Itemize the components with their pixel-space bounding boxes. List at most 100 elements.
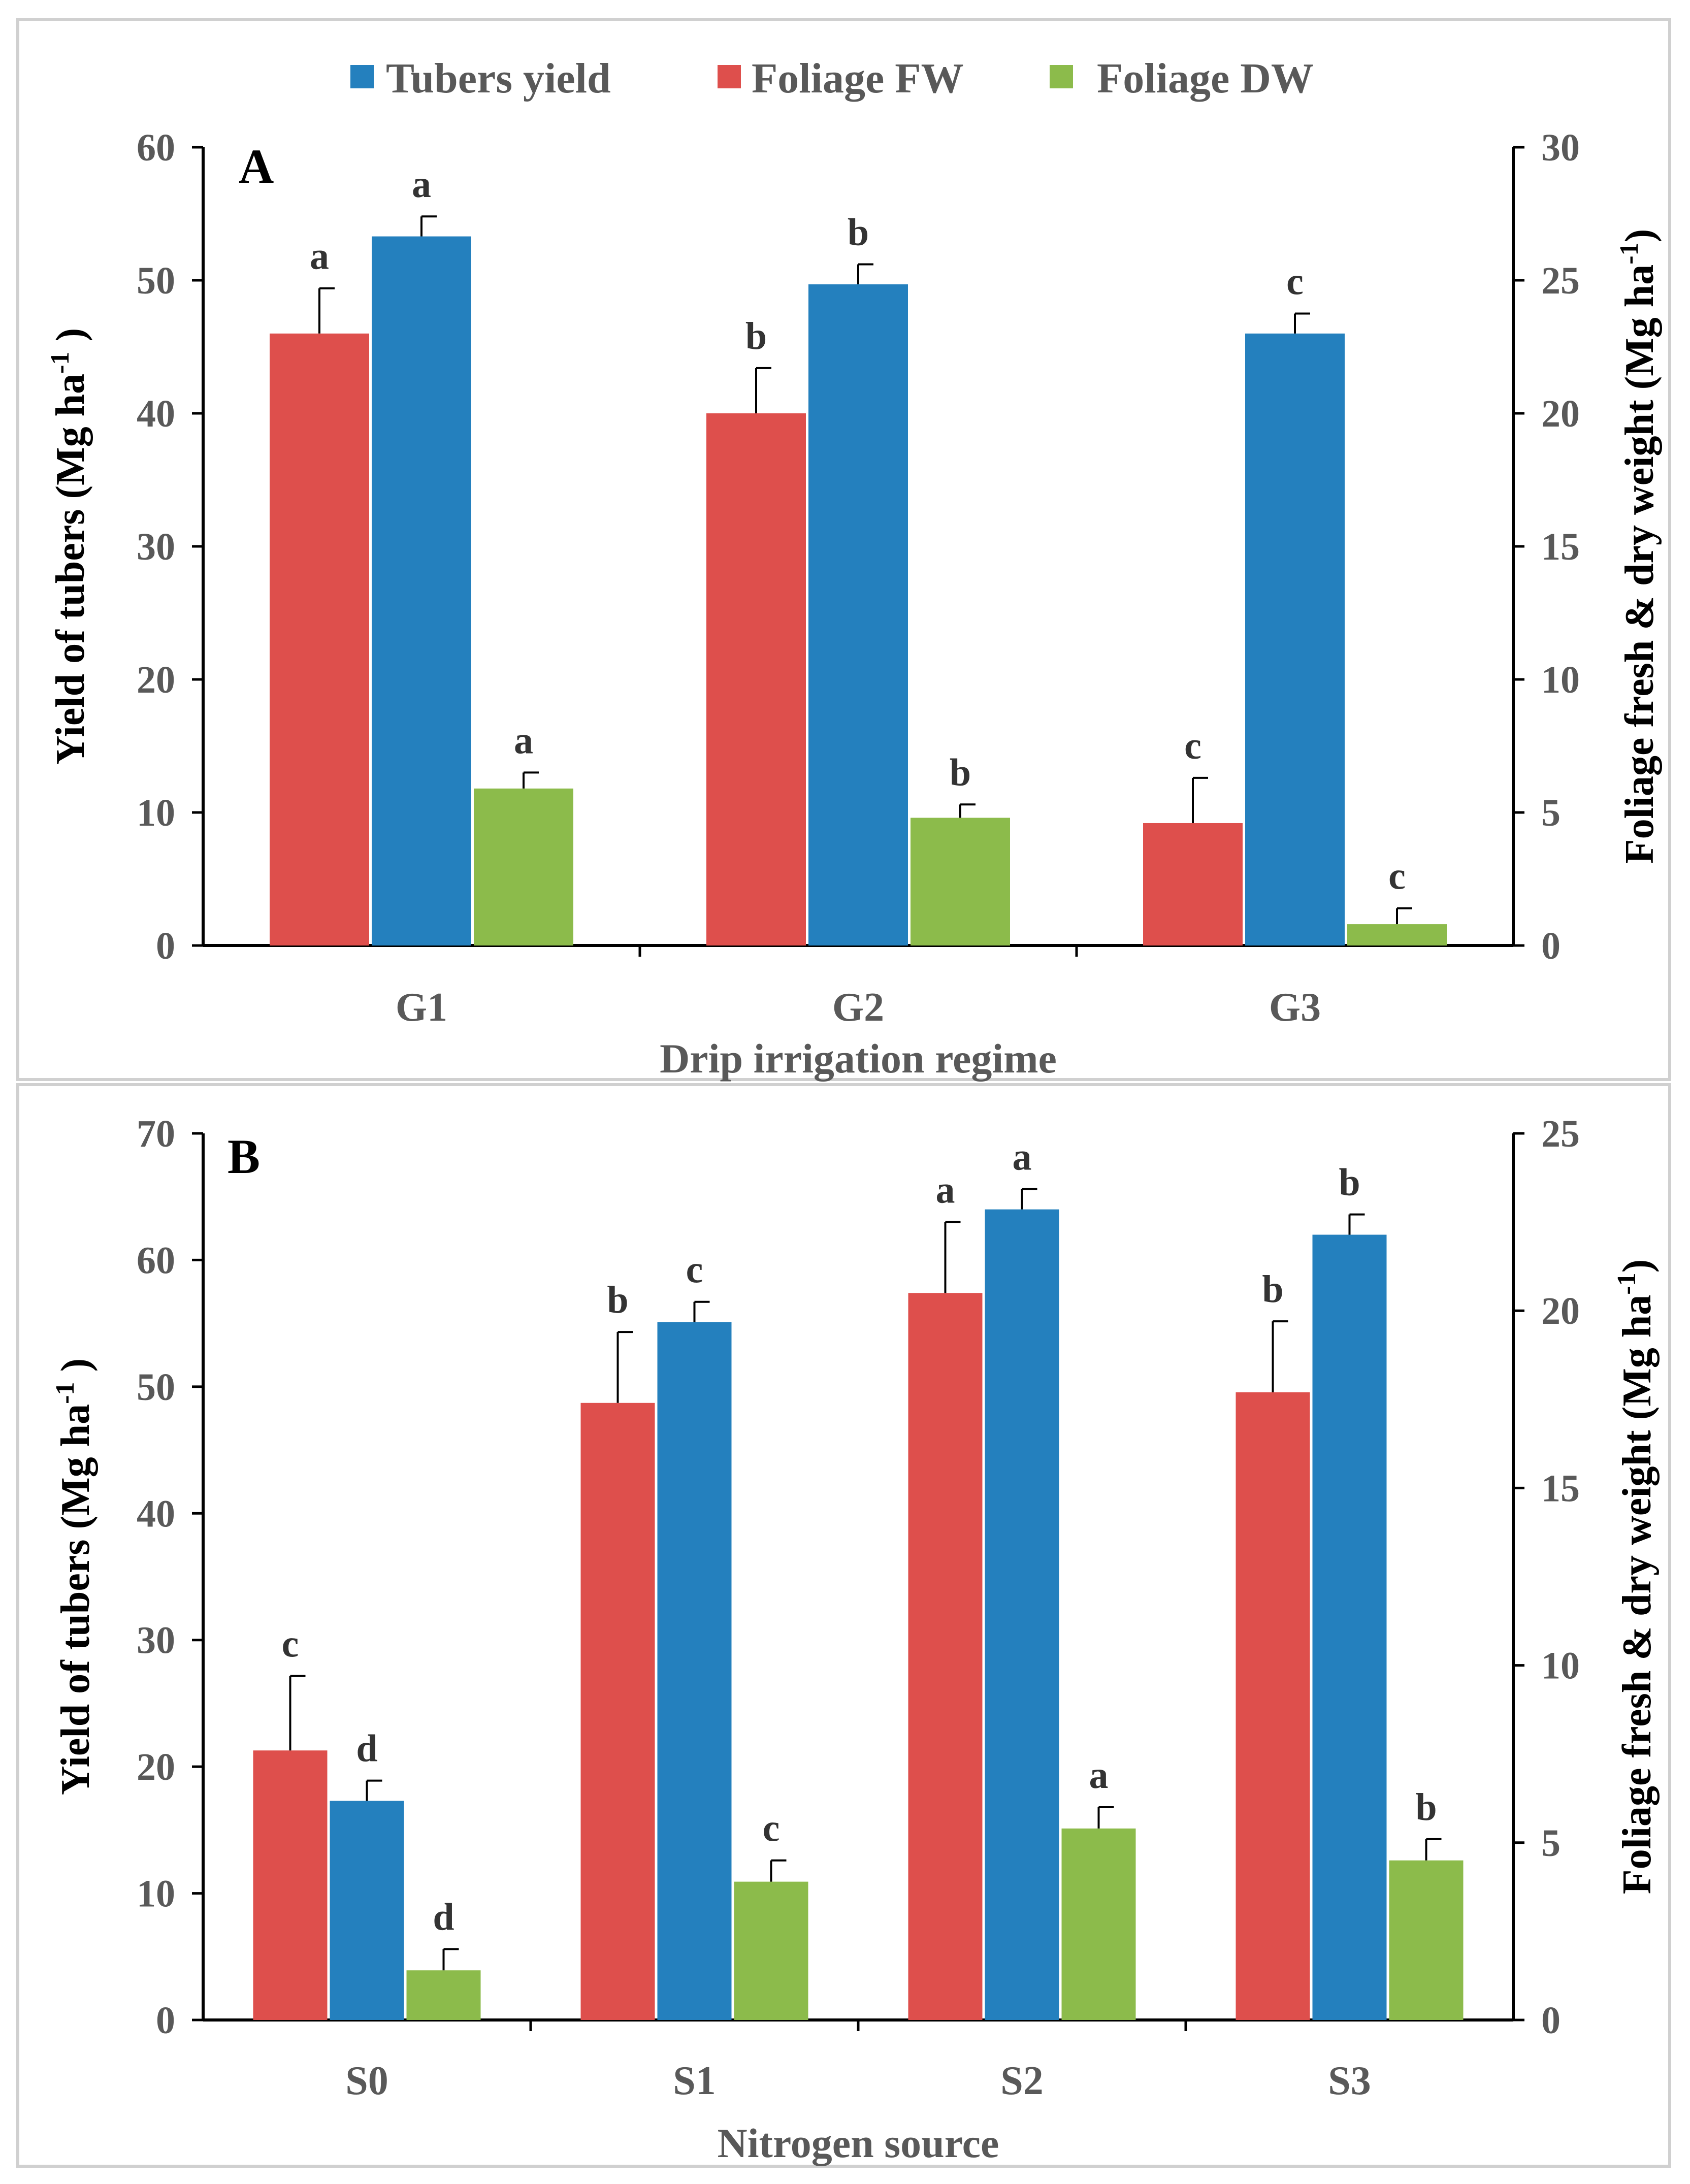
right-tick-label: 5 xyxy=(1541,1822,1561,1865)
legend-label-foliage-fw: Foliage FW xyxy=(752,55,964,102)
left-tick-label: 50 xyxy=(137,1366,175,1409)
x-axis-title: Drip irrigation regime xyxy=(660,1035,1057,1082)
y-axis-title-text: Yield of tubers (Mg ha xyxy=(53,1404,98,1795)
legend-swatch-foliage-fw xyxy=(718,65,741,88)
panel-b-frame xyxy=(16,1083,1671,2168)
bar-foliage-fw xyxy=(1236,1392,1310,2020)
bar-foliage-dw xyxy=(1389,1860,1464,2020)
panel-label: A xyxy=(239,139,274,193)
significance-letter: b xyxy=(1339,1161,1360,1204)
significance-letter: a xyxy=(514,719,533,762)
left-tick-label: 20 xyxy=(137,1746,175,1788)
left-tick-label: 40 xyxy=(137,393,175,435)
right-tick-label: 20 xyxy=(1541,1290,1580,1332)
significance-letter: c xyxy=(282,1623,299,1666)
y-axis-title: Yield of tubers (Mg ha-1 ) xyxy=(51,1358,98,1795)
left-tick-label: 70 xyxy=(137,1113,175,1155)
significance-letter: d xyxy=(433,1896,454,1938)
bar-foliage-fw xyxy=(580,1403,655,2020)
category-label: G3 xyxy=(1269,985,1321,1030)
bar-foliage-fw xyxy=(253,1750,328,2020)
bar-foliage-dw xyxy=(406,1970,481,2020)
right-tick-label: 25 xyxy=(1541,259,1580,302)
panel-a-chart: 0 10 20 30 40 50 60 0 5 10 15 20 25 30 G1 a a a G2 b b b G3 c c c… xyxy=(46,126,1662,1082)
bar-foliage-dw xyxy=(911,818,1010,946)
bar-foliage-dw xyxy=(1061,1828,1136,2020)
category-label: S1 xyxy=(673,2059,716,2103)
left-tick-label: 20 xyxy=(137,659,175,701)
right-tick-label: 0 xyxy=(1541,1999,1561,2042)
significance-letter: b xyxy=(950,751,971,794)
significance-letter: d xyxy=(356,1727,377,1770)
bar-tubers-yield xyxy=(985,1209,1059,2020)
legend: Tubers yield Foliage FW Foliage DW xyxy=(350,55,1314,102)
y-axis-title-close: ) xyxy=(48,328,93,352)
bar-foliage-dw xyxy=(734,1881,808,2020)
panel-a-frame xyxy=(16,18,1671,1081)
significance-letter: a xyxy=(1089,1754,1109,1797)
x-axis-title: Nitrogen source xyxy=(718,2120,999,2166)
significance-letter: b xyxy=(1415,1786,1437,1829)
bar-tubers-yield xyxy=(372,236,471,946)
left-tick-label: 0 xyxy=(156,925,175,967)
bar-tubers-yield xyxy=(657,1322,732,2020)
legend-swatch-tubers-yield xyxy=(350,65,374,88)
bar-foliage-fw xyxy=(1143,823,1243,946)
left-tick-label: 10 xyxy=(137,792,175,834)
left-tick-label: 60 xyxy=(137,1239,175,1282)
significance-letter: b xyxy=(745,315,767,357)
significance-letter: b xyxy=(607,1279,628,1321)
significance-letter: a xyxy=(412,163,431,206)
bar-tubers-yield xyxy=(1245,333,1345,946)
category-label: G1 xyxy=(396,985,447,1030)
bar-tubers-yield xyxy=(808,284,908,946)
significance-letter: a xyxy=(1013,1136,1032,1179)
category-label: S3 xyxy=(1328,2059,1371,2103)
left-tick-label: 50 xyxy=(137,259,175,302)
y-axis-title-text: Yield of tubers (Mg ha xyxy=(48,374,93,765)
bar-foliage-fw xyxy=(706,413,806,946)
y2-axis-title-text: Foliage fresh & dry weight (Mg ha xyxy=(1615,1295,1660,1895)
bar-tubers-yield xyxy=(1312,1234,1387,2020)
y2-axis-title-superscript: -1 xyxy=(1612,1273,1641,1294)
category-label: S0 xyxy=(345,2059,388,2103)
significance-letter: a xyxy=(936,1169,955,1212)
right-tick-label: 10 xyxy=(1541,1645,1580,1687)
legend-label-foliage-dw: Foliage DW xyxy=(1097,55,1314,102)
left-tick-label: 40 xyxy=(137,1492,175,1535)
right-tick-label: 10 xyxy=(1541,659,1580,701)
bar-foliage-fw xyxy=(270,333,369,946)
y2-axis-title-superscript: -1 xyxy=(1615,242,1644,264)
y2-axis-title-close: ) xyxy=(1617,229,1662,243)
y2-axis-title-close: ) xyxy=(1615,1259,1660,1273)
left-tick-label: 0 xyxy=(156,1999,175,2042)
y2-axis-title-text: Foliage fresh & dry weight (Mg ha xyxy=(1617,265,1662,864)
significance-letter: c xyxy=(1388,855,1406,898)
left-tick-label: 60 xyxy=(137,126,175,169)
y-axis-title-close: ) xyxy=(53,1358,98,1382)
legend-swatch-foliage-dw xyxy=(1050,65,1073,88)
y2-axis-title: Foliage fresh & dry weight (Mg ha-1) xyxy=(1615,229,1662,864)
right-tick-label: 15 xyxy=(1541,526,1580,568)
right-tick-label: 25 xyxy=(1541,1113,1580,1155)
right-tick-label: 15 xyxy=(1541,1467,1580,1510)
y-axis-title-superscript: -1 xyxy=(51,1382,80,1404)
right-tick-label: 20 xyxy=(1541,393,1580,435)
left-tick-label: 30 xyxy=(137,526,175,568)
category-label: G2 xyxy=(832,985,884,1030)
left-tick-label: 30 xyxy=(137,1619,175,1662)
left-tick-label: 10 xyxy=(137,1873,175,1915)
significance-letter: b xyxy=(1262,1268,1283,1311)
bar-tubers-yield xyxy=(330,1801,404,2020)
significance-letter: b xyxy=(848,211,869,254)
significance-letter: c xyxy=(763,1807,780,1850)
right-tick-label: 30 xyxy=(1541,126,1580,169)
y-axis-title-superscript: -1 xyxy=(46,352,75,374)
significance-letter: c xyxy=(1184,725,1201,767)
y2-axis-title: Foliage fresh & dry weight (Mg ha-1) xyxy=(1612,1259,1660,1895)
panel-label: B xyxy=(228,1129,260,1184)
category-label: S2 xyxy=(1000,2059,1044,2103)
significance-letter: c xyxy=(1286,260,1304,303)
significance-letter: a xyxy=(310,235,329,278)
